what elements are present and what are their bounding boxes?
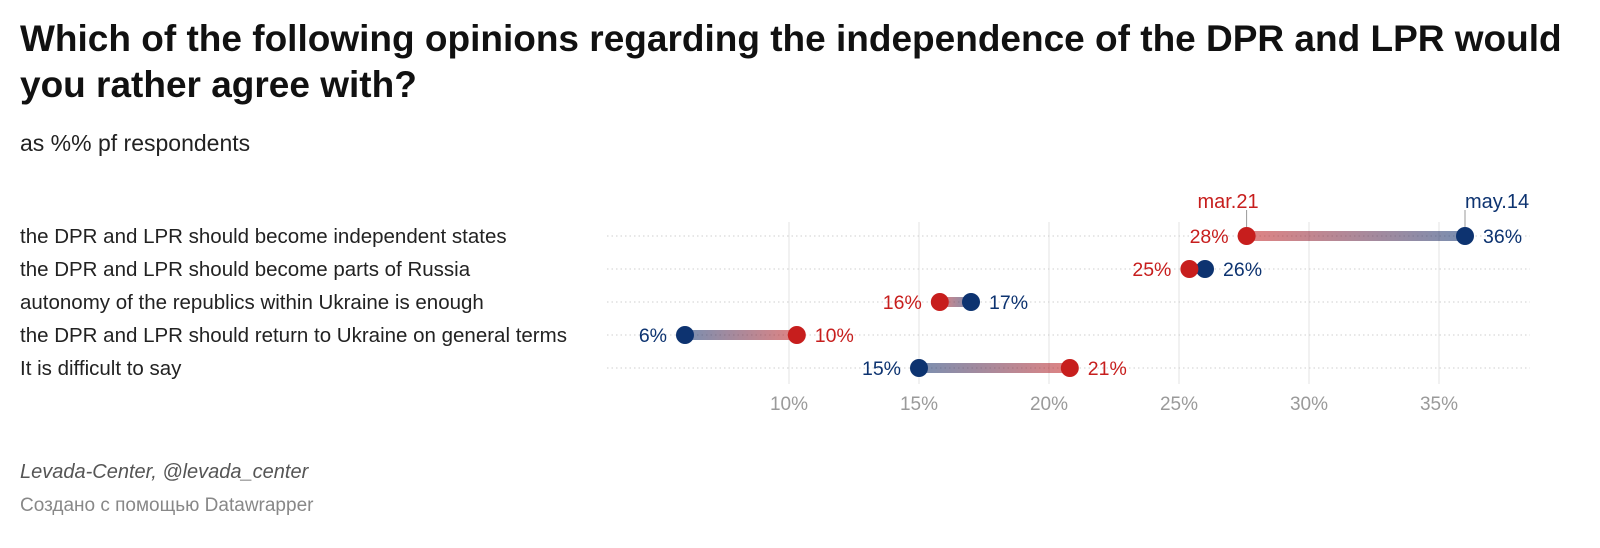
mar21-annotation: mar.21 (1197, 191, 1258, 213)
mar21-dot (1237, 227, 1256, 245)
chart-title: Which of the following opinions regardin… (20, 18, 1562, 105)
category-label: It is difficult to say (20, 357, 182, 380)
x-tick-label: 20% (1030, 394, 1068, 415)
mar21-value-label: 16% (883, 292, 922, 314)
may14-dot (1456, 227, 1474, 245)
may14-value-label: 15% (862, 358, 901, 380)
chart-subtitle: as %% pf respondents (20, 130, 251, 156)
may14-annotation: may.14 (1465, 191, 1529, 213)
category-label: the DPR and LPR should become independen… (20, 225, 507, 248)
mar21-value-label: 28% (1190, 226, 1229, 248)
datawrapper-credit: Создано с помощью Datawrapper (20, 495, 314, 516)
x-tick-label: 25% (1160, 394, 1198, 415)
mar21-dot (787, 326, 806, 344)
row-layer: the DPR and LPR should become independen… (20, 225, 1530, 380)
may14-dot (676, 326, 694, 344)
mar21-value-label: 21% (1088, 358, 1127, 380)
category-label: autonomy of the republics within Ukraine… (20, 291, 484, 314)
may14-value-label: 6% (639, 325, 667, 347)
x-tick-label: 15% (900, 394, 938, 415)
may14-dot (962, 293, 980, 311)
x-tick-label: 35% (1420, 394, 1458, 415)
mar21-value-label: 25% (1132, 259, 1171, 281)
mar21-value-label: 10% (815, 325, 854, 347)
category-label: the DPR and LPR should return to Ukraine… (20, 324, 567, 347)
x-tick-label: 10% (770, 394, 808, 415)
may14-value-label: 36% (1483, 226, 1522, 248)
x-tick-label: 30% (1290, 394, 1328, 415)
legend-layer: mar.21 may.14 (1197, 191, 1529, 227)
may14-value-label: 26% (1223, 259, 1262, 281)
source-note: Levada-Center, @levada_center (20, 461, 309, 483)
mar21-dot (1180, 260, 1199, 278)
may14-dot (910, 359, 928, 377)
may14-value-label: 17% (989, 292, 1028, 314)
grid-layer: 10% 15% 20% 25% 30% 35% (770, 222, 1458, 415)
mar21-dot (1060, 359, 1079, 377)
dot-range-chart: 10% 15% 20% 25% 30% 35% the DPR and LPR shoul… (20, 191, 1530, 415)
category-label: the DPR and LPR should become parts of R… (20, 258, 471, 281)
may14-dot (1196, 260, 1214, 278)
mar21-dot (930, 293, 949, 311)
